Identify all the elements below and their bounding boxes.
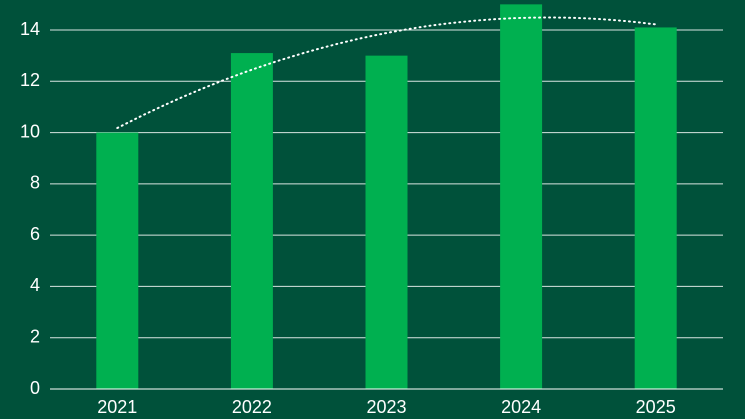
y-tick-label: 8 <box>30 173 40 193</box>
x-tick-label: 2022 <box>232 397 272 417</box>
y-tick-label: 6 <box>30 224 40 244</box>
trend-line <box>116 16 657 129</box>
y-tick-label: 12 <box>20 70 40 90</box>
bar <box>500 4 543 389</box>
bar <box>96 132 139 390</box>
bar <box>365 55 408 390</box>
y-tick-label: 10 <box>20 121 40 141</box>
x-tick-label: 2021 <box>97 397 137 417</box>
y-tick-label: 0 <box>30 378 40 398</box>
x-tick-label: 2024 <box>501 397 541 417</box>
y-tick-label: 2 <box>30 326 40 346</box>
y-tick-label: 14 <box>20 19 40 39</box>
x-tick-label: 2025 <box>636 397 676 417</box>
y-tick-label: 4 <box>30 275 40 295</box>
x-tick-label: 2023 <box>366 397 406 417</box>
bar <box>230 53 273 389</box>
bar <box>634 27 677 389</box>
